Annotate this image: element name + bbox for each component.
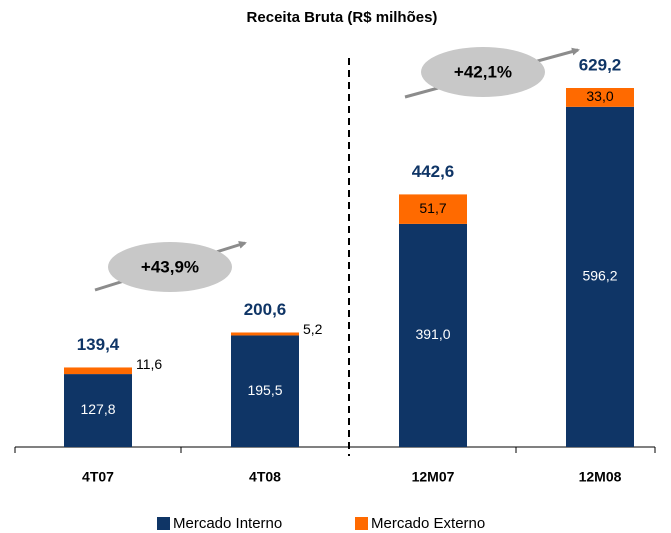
chart-title: Receita Bruta (R$ milhões) xyxy=(247,9,438,26)
legend-swatch xyxy=(355,517,368,530)
x-tick-label: 12M08 xyxy=(579,469,622,485)
value-label: 33,0 xyxy=(586,88,613,104)
value-label: 5,2 xyxy=(303,321,323,337)
total-label: 139,4 xyxy=(77,335,120,354)
x-tick-label: 4T08 xyxy=(249,469,281,485)
value-label: 11,6 xyxy=(136,356,162,372)
total-label: 442,6 xyxy=(412,162,455,181)
legend-label: Mercado Externo xyxy=(371,515,485,532)
legend-label: Mercado Interno xyxy=(173,515,282,532)
bar-segment xyxy=(64,367,132,375)
value-label: 195,5 xyxy=(247,382,282,398)
x-tick-label: 12M07 xyxy=(412,469,455,485)
bar-segment xyxy=(566,88,634,107)
bar-segment xyxy=(231,335,299,447)
bar-segment xyxy=(231,332,299,336)
value-label: 127,8 xyxy=(80,401,115,417)
legend-swatch xyxy=(157,517,170,530)
bar-segment xyxy=(64,374,132,447)
total-label: 629,2 xyxy=(579,55,622,74)
annotation: +43,9% xyxy=(141,257,199,276)
annotation-bubble xyxy=(421,47,545,97)
bar-segment xyxy=(399,194,467,224)
annotation: +42,1% xyxy=(454,62,512,81)
x-tick-label: 4T07 xyxy=(82,469,114,485)
annotation-bubble xyxy=(108,242,232,292)
value-label: 596,2 xyxy=(582,268,617,284)
value-label: 391,0 xyxy=(415,326,450,342)
total-label: 200,6 xyxy=(244,300,287,319)
bar-segment xyxy=(566,106,634,447)
bar-segment xyxy=(399,223,467,447)
value-label: 51,7 xyxy=(419,200,446,216)
